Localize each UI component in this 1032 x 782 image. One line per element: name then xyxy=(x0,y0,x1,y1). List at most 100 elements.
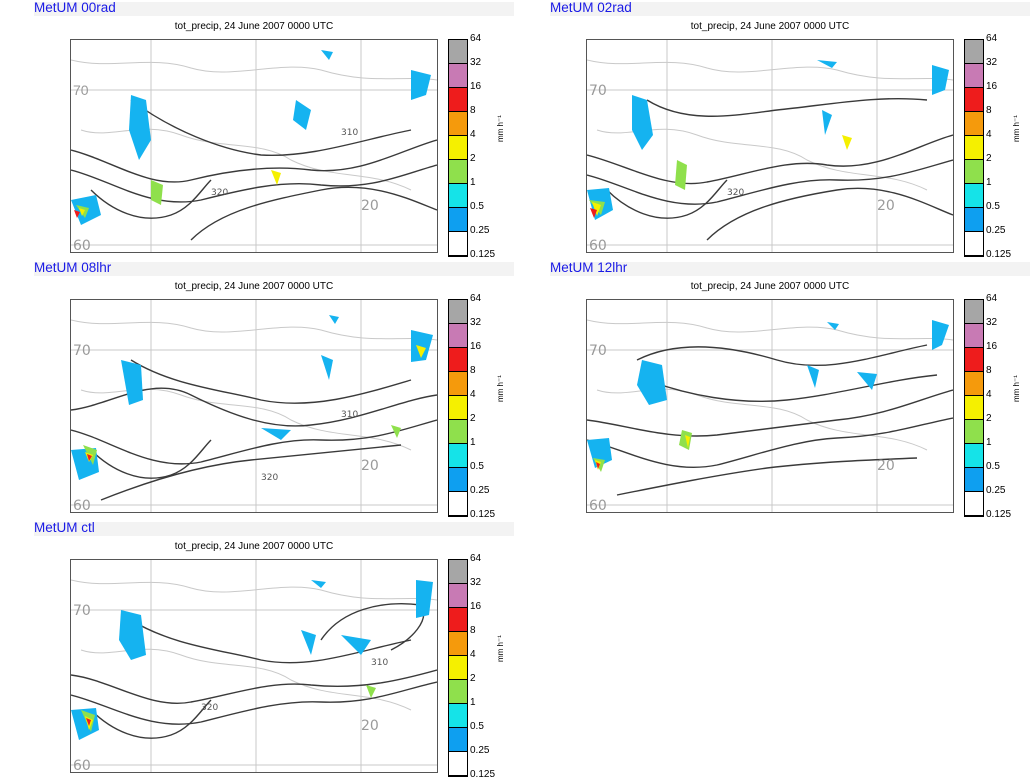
colorbar-label: 64 xyxy=(470,33,482,44)
plot-title: tot_precip, 24 June 2007 0000 UTC xyxy=(690,281,850,292)
colorbar-label: 8 xyxy=(470,625,476,636)
colorbar-label: 0.5 xyxy=(986,461,1000,472)
colorbar-label: 8 xyxy=(470,105,476,116)
lon-label: 20 xyxy=(361,718,379,734)
colorbar-segment xyxy=(449,632,467,656)
colorbar-segment xyxy=(449,88,467,112)
plot-title: tot_precip, 24 June 2007 0000 UTC xyxy=(690,21,850,32)
map-svg: 70 60 20 320 310 xyxy=(71,40,437,252)
colorbar-label: 1 xyxy=(470,697,476,708)
contour-label: 310 xyxy=(341,128,358,138)
colorbar-segment xyxy=(965,136,983,160)
colorbar-segment xyxy=(449,372,467,396)
colorbar-segment xyxy=(449,444,467,468)
colorbar-label: 16 xyxy=(986,81,998,92)
panel-12lhr: MetUM 12lhr tot_precip, 24 June 2007 000… xyxy=(550,260,1030,522)
colorbar-label: 0.5 xyxy=(986,201,1000,212)
colorbar xyxy=(448,559,468,777)
colorbar-unit: mm h⁻¹ xyxy=(496,375,505,402)
panel-header xyxy=(34,262,514,276)
colorbar-label: 8 xyxy=(986,365,992,376)
contour-label: 320 xyxy=(727,188,744,198)
lat-label: 70 xyxy=(73,603,91,619)
colorbar-segment xyxy=(965,444,983,468)
colorbar-label: 32 xyxy=(986,57,998,68)
colorbar-label: 0.25 xyxy=(470,485,490,496)
lat-label: 60 xyxy=(589,238,607,252)
colorbar-label: 64 xyxy=(986,293,998,304)
colorbar-label: 0.125 xyxy=(986,249,1012,260)
colorbar-label: 0.25 xyxy=(470,225,490,236)
colorbar xyxy=(448,39,468,257)
colorbar-segment xyxy=(965,492,983,516)
colorbar-label: 2 xyxy=(470,673,476,684)
colorbar-label: 2 xyxy=(470,413,476,424)
colorbar-segment xyxy=(449,584,467,608)
colorbar-segment xyxy=(965,300,983,324)
panel-header xyxy=(34,522,514,536)
lat-label: 60 xyxy=(73,498,91,512)
colorbar-label: 0.25 xyxy=(986,485,1006,496)
colorbar-segment xyxy=(965,420,983,444)
colorbar-segment xyxy=(965,112,983,136)
precip-map: 70 60 20 310 320 xyxy=(70,299,438,513)
colorbar-segment xyxy=(965,208,983,232)
colorbar-segment xyxy=(449,468,467,492)
panel-header xyxy=(550,262,1030,276)
colorbar-segment xyxy=(449,420,467,444)
colorbar-label: 0.25 xyxy=(986,225,1006,236)
colorbar-segment xyxy=(449,348,467,372)
precip-map: 70 60 20 xyxy=(586,299,954,513)
colorbar-segment xyxy=(449,492,467,516)
colorbar-unit: mm h⁻¹ xyxy=(1012,375,1021,402)
colorbar-segment xyxy=(449,160,467,184)
colorbar-label: 4 xyxy=(470,389,476,400)
colorbar-label: 16 xyxy=(470,601,482,612)
colorbar-label: 1 xyxy=(986,437,992,448)
precip-map: 70 60 20 320 310 xyxy=(70,39,438,253)
colorbar-label: 2 xyxy=(986,413,992,424)
panel-title: MetUM 00rad xyxy=(34,0,116,15)
colorbar-segment xyxy=(449,136,467,160)
colorbar-label: 0.5 xyxy=(470,461,484,472)
colorbar-label: 8 xyxy=(470,365,476,376)
panel-00rad: MetUM 00rad tot_precip, 24 June 2007 000… xyxy=(34,0,514,262)
colorbar-label: 1 xyxy=(470,177,476,188)
lat-label: 60 xyxy=(73,758,91,772)
colorbar-label: 0.25 xyxy=(470,745,490,756)
colorbar-segment xyxy=(965,396,983,420)
colorbar-label: 1 xyxy=(470,437,476,448)
colorbar-segment xyxy=(965,184,983,208)
colorbar-segment xyxy=(965,468,983,492)
panel-title: MetUM 02rad xyxy=(550,0,632,15)
colorbar xyxy=(964,39,984,257)
colorbar-label: 4 xyxy=(470,649,476,660)
colorbar-segment xyxy=(449,324,467,348)
colorbar-label: 32 xyxy=(470,317,482,328)
colorbar-segment xyxy=(449,752,467,776)
colorbar-label: 8 xyxy=(986,105,992,116)
colorbar-segment xyxy=(449,208,467,232)
panel-title: MetUM 08lhr xyxy=(34,260,112,275)
colorbar-label: 0.5 xyxy=(470,721,484,732)
precip-map: 70 60 20 310 320 xyxy=(70,559,438,773)
panel-title: MetUM ctl xyxy=(34,520,95,535)
lat-label: 70 xyxy=(589,343,607,359)
colorbar-segment xyxy=(965,88,983,112)
colorbar-unit: mm h⁻¹ xyxy=(496,635,505,662)
colorbar-segment xyxy=(449,656,467,680)
colorbar-label: 16 xyxy=(986,341,998,352)
colorbar-segment xyxy=(449,608,467,632)
colorbar-label: 4 xyxy=(986,389,992,400)
map-svg: 70 60 20 310 320 xyxy=(71,300,437,512)
colorbar-segment xyxy=(965,232,983,256)
colorbar-label: 4 xyxy=(470,129,476,140)
colorbar-label: 0.125 xyxy=(470,769,496,780)
lat-label: 70 xyxy=(73,343,91,359)
map-svg: 70 60 20 xyxy=(587,300,953,512)
lat-label: 70 xyxy=(589,83,607,99)
colorbar-segment xyxy=(965,372,983,396)
colorbar-segment xyxy=(449,680,467,704)
colorbar-label: 32 xyxy=(986,317,998,328)
colorbar-label: 0.5 xyxy=(470,201,484,212)
